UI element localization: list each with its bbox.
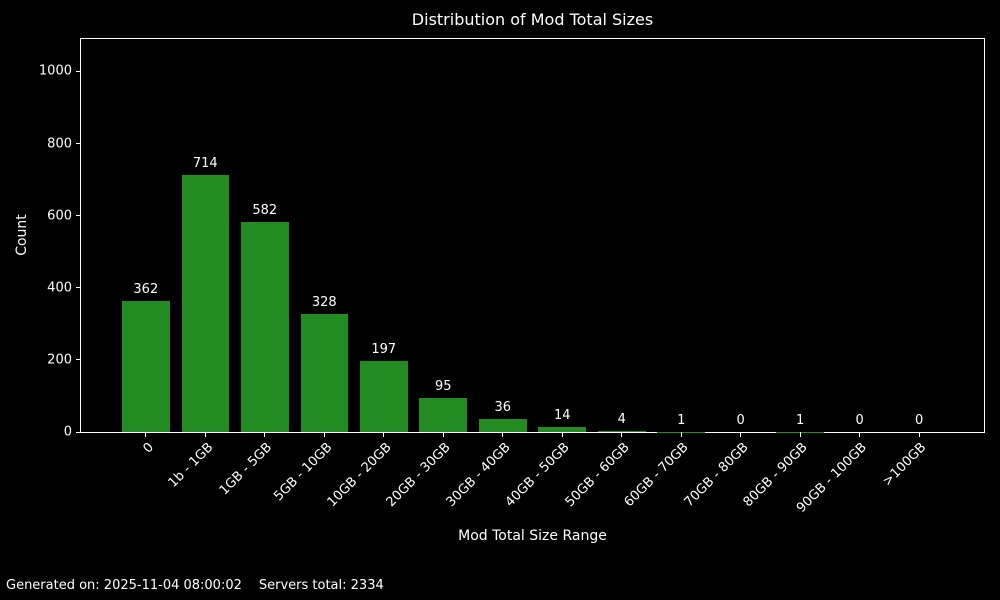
bar-value-label: 1 — [796, 412, 805, 428]
y-tick-mark — [76, 143, 81, 145]
x-tick-mark — [740, 432, 742, 437]
y-tick-mark — [76, 431, 81, 433]
x-tick-label: 1b - 1GB — [165, 440, 216, 491]
y-tick-label: 600 — [47, 208, 72, 224]
x-tick-mark — [323, 432, 325, 437]
y-axis-label: Count — [14, 214, 30, 256]
x-tick-mark — [264, 432, 266, 437]
y-tick-mark — [76, 215, 81, 217]
x-tick-mark — [799, 432, 801, 437]
bar-value-label: 14 — [553, 407, 571, 423]
servers-total: Servers total: 2334 — [258, 578, 384, 593]
x-tick-mark — [918, 432, 920, 437]
bar-value-label: 95 — [434, 378, 452, 394]
bar-value-label: 0 — [736, 413, 745, 428]
x-tick-mark — [145, 432, 147, 437]
y-tick-mark — [76, 287, 81, 289]
x-tick-mark — [442, 432, 444, 437]
y-tick-label: 200 — [47, 352, 72, 368]
y-tick-label: 400 — [47, 280, 72, 296]
x-tick-label: 1GB - 5GB — [217, 440, 276, 499]
x-tick-mark — [502, 432, 504, 437]
bar-value-label: 714 — [192, 155, 218, 171]
bar-value-label: 362 — [133, 282, 159, 298]
plot-area: 0 200 400 600 800 1000 362 0 714 1b - 1GB 582 1GB -… — [39, 38, 985, 516]
x-tick-mark — [859, 432, 861, 437]
bar-value-label: 1 — [677, 412, 686, 428]
x-tick-mark — [204, 432, 206, 437]
bar-value-label: 582 — [252, 203, 278, 219]
bar-value-label: 36 — [494, 400, 512, 416]
x-tick-mark — [680, 432, 682, 437]
bar — [478, 419, 527, 432]
bar-value-label: 4 — [617, 411, 626, 427]
bar-value-label: 197 — [371, 341, 397, 357]
y-tick-label: 0 — [63, 424, 72, 440]
x-tick-mark — [621, 432, 623, 437]
bar — [419, 397, 468, 432]
y-tick-label: 1000 — [38, 63, 72, 79]
footer: Generated on: 2025-11-04 08:00:02 Server… — [6, 578, 384, 593]
bar — [181, 174, 230, 432]
y-tick-mark — [76, 359, 81, 361]
x-tick-label: 0 — [139, 440, 157, 457]
bar — [359, 360, 408, 432]
bar — [300, 313, 349, 432]
bar-value-label: 328 — [311, 294, 337, 310]
y-tick-mark — [76, 70, 81, 72]
y-tick-label: 800 — [47, 136, 72, 152]
chart-title: Distribution of Mod Total Sizes — [411, 10, 654, 29]
bar-value-label: 0 — [915, 413, 924, 428]
x-tick-label: 5GB - 10GB — [270, 440, 335, 505]
x-tick-mark — [383, 432, 385, 437]
bar-value-label: 0 — [855, 413, 864, 428]
bar — [241, 222, 289, 432]
bar — [538, 426, 587, 432]
x-tick-label: >100GB — [880, 440, 930, 490]
bar — [597, 430, 646, 432]
bar — [122, 301, 170, 432]
x-axis-label: Mod Total Size Range — [458, 528, 607, 544]
generated-timestamp: Generated on: 2025-11-04 08:00:02 — [6, 578, 242, 593]
x-tick-mark — [561, 432, 563, 437]
